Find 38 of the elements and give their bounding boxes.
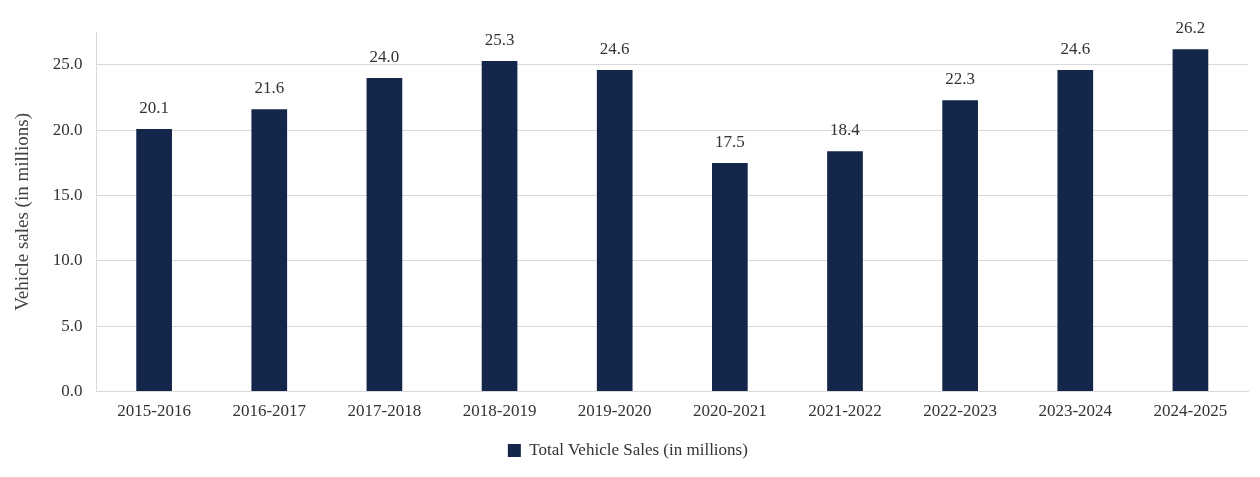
x-tick-label: 2023-2024 [1038,401,1113,421]
y-tick-label: 25.0 [52,54,83,74]
bar [1172,49,1209,392]
bar [481,60,518,392]
data-label: 24.0 [369,46,400,66]
x-tick-label: 2022-2023 [923,401,997,421]
y-tick-label: 0.0 [61,381,83,401]
y-axis-title: Vehicle sales (in millions) [11,112,34,311]
x-tick-label: 2020-2021 [693,401,767,421]
data-label: 18.4 [830,120,861,140]
data-label: 24.6 [599,39,630,59]
x-tick-label: 2024-2025 [1153,401,1228,421]
x-tick-label: 2018-2019 [462,401,537,421]
y-tick-label: 10.0 [52,250,83,270]
data-label: 24.6 [1060,39,1091,59]
y-tick-label: 15.0 [52,185,83,205]
legend-label: Total Vehicle Sales (in millions) [529,439,748,459]
bar [251,109,288,392]
data-label: 17.5 [714,131,745,151]
data-label: 26.2 [1175,18,1206,38]
bar [136,128,172,392]
bar [596,70,633,392]
bar [942,100,978,392]
x-tick-label: 2015-2016 [117,401,191,421]
x-tick-label: 2019-2020 [577,401,652,421]
data-label: 21.6 [254,78,285,98]
x-tick-label: 2016-2017 [232,401,307,421]
y-tick-label: 20.0 [52,119,83,139]
bar [1057,70,1094,392]
x-tick-label: 2017-2018 [347,401,422,421]
bar [366,77,403,392]
data-label: 25.3 [484,29,515,49]
bar [827,151,863,392]
bar [712,162,748,392]
data-label: 20.1 [139,97,169,117]
y-tick-label: 5.0 [61,315,83,335]
data-label: 22.3 [945,69,976,89]
x-tick-label: 2021-2022 [808,401,882,421]
